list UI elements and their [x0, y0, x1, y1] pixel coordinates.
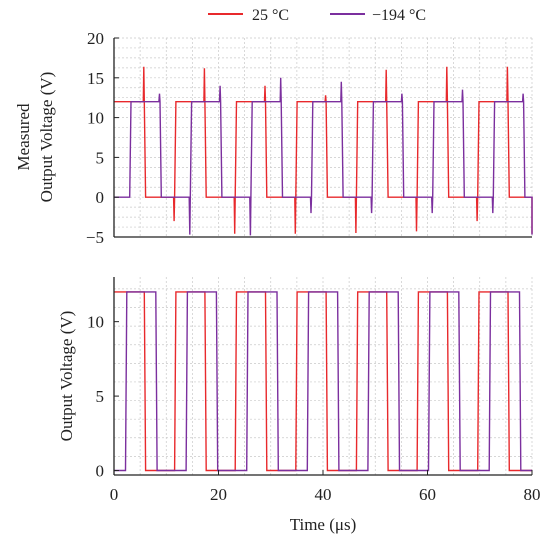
- bottom-chart-series-minus194c: [114, 291, 532, 472]
- bottom-chart-xtick-label-1: 20: [210, 485, 227, 504]
- top-chart-grid: [113, 37, 533, 238]
- bottom-chart-xlabel: Time (μs): [290, 515, 357, 534]
- legend: 25 °C −194 °C: [208, 7, 426, 24]
- top-chart-ytick-label-1: 0: [96, 188, 105, 207]
- top-chart-series: [114, 66, 533, 236]
- bottom-chart-ylabel: Output Voltage (V): [57, 311, 76, 442]
- top-chart-ytick-label-4: 15: [87, 69, 104, 88]
- bottom-chart-xtick-label-4: 80: [524, 485, 541, 504]
- top-chart-ytick-label-3: 10: [87, 109, 104, 128]
- bottom-chart-grid: [113, 277, 533, 476]
- top-chart-y-ticks: −5 0 5 10 15 20: [86, 29, 119, 247]
- top-chart-ytick-label-0: −5: [86, 228, 104, 247]
- bottom-chart-ytick-label-2: 10: [87, 313, 104, 332]
- bottom-chart-x-ticks: 0 20 40 60 80: [110, 470, 541, 504]
- top-chart-ytick-label-2: 5: [96, 148, 105, 167]
- bottom-chart-y-ticks: 0 5 10: [87, 313, 119, 481]
- bottom-chart-ytick-label-1: 5: [96, 387, 105, 406]
- bottom-chart-ytick-label-0: 0: [96, 462, 105, 481]
- bottom-chart-xtick-label-3: 60: [419, 485, 436, 504]
- bottom-chart-series: [114, 291, 532, 472]
- bottom-chart: 0 5 10 0 20 40 60 80 Output Voltage (V) Time (…: [57, 277, 541, 534]
- legend-label-25c: 25 °C: [252, 7, 289, 24]
- top-chart: −5 0 5 10 15 20 Measured Output Voltage (V): [14, 29, 533, 247]
- top-chart-series-minus194c: [114, 77, 533, 236]
- legend-label-minus194c: −194 °C: [372, 7, 426, 24]
- top-chart-ylabel-line1: Measured: [14, 103, 33, 171]
- bottom-chart-xtick-label-0: 0: [110, 485, 119, 504]
- top-chart-ytick-label-5: 20: [87, 29, 104, 48]
- bottom-chart-xtick-label-2: 40: [315, 485, 332, 504]
- top-chart-ylabel-line2: Output Voltage (V): [37, 72, 56, 203]
